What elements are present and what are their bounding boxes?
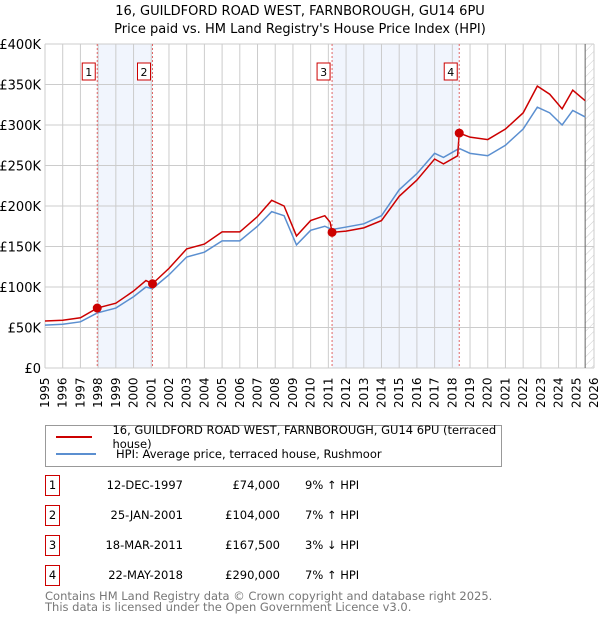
y-tick-label: £350K [0,79,41,94]
legend: 16, GUILDFORD ROAD WEST, FARNBOROUGH, GU… [45,423,502,467]
sale-price: £74,000 [232,478,280,492]
sale-number: 1 [45,475,60,496]
price-chart: 1 2 3 4 £0 £50K £100K £150K £200K £250K £300K £350K… [0,38,600,408]
sale-label-box [81,62,96,81]
x-tick-label: 2007 [251,377,265,408]
x-tick-label: 2002 [162,377,176,408]
x-tick-label: 2003 [180,377,194,408]
sale-price: £104,000 [225,508,280,522]
table-row: 3 18-MAR-2011 £167,500 3% ↓ HPI [45,535,495,556]
x-tick-label: 2009 [286,377,300,408]
x-tick-label: 2021 [498,377,512,408]
table-row: 4 22-MAY-2018 £290,000 7% ↑ HPI [45,565,495,586]
x-tick-label: 2011 [321,377,335,408]
legend-swatch-red [56,436,93,438]
x-tick-label: 2008 [268,377,282,408]
chart-subtitle: Price paid vs. HM Land Registry's House … [114,22,486,37]
y-tick-label: £50K [8,322,42,337]
x-tick-label: 2016 [410,377,424,408]
x-tick-label: 1995 [38,377,52,408]
y-tick-label: £100K [0,281,41,296]
table-row: 2 25-JAN-2001 £104,000 7% ↑ HPI [45,505,495,526]
x-tick-label: 1998 [91,377,105,408]
footer-copyright: Contains HM Land Registry data © Crown c… [45,589,493,603]
x-tick-label: 1999 [109,377,123,408]
y-tick-label: £250K [0,160,41,175]
legend-swatch-blue [56,453,96,455]
sale-point [92,303,102,313]
sale-label: 2 [140,66,147,79]
x-tick-label: 2023 [534,377,548,408]
x-tick-label: 2022 [516,377,530,408]
sale-label: 4 [447,66,454,79]
x-tick-label: 1997 [73,377,87,408]
hpi-diff: 9% ↑ HPI [305,478,360,492]
sale-price: £290,000 [225,568,280,582]
sale-label-box [443,62,458,81]
x-tick-label: 2015 [392,377,406,408]
x-tick-label: 2020 [481,377,495,408]
sale-date: 12-DEC-1997 [106,478,183,492]
hpi-diff: 3% ↓ HPI [305,538,360,552]
x-tick-label: 2026 [587,377,600,408]
sale-date: 18-MAR-2011 [105,538,183,552]
x-tick-label: 2001 [144,377,158,408]
y-tick-label: £400K [0,38,41,53]
y-tick-label: £200K [0,200,41,215]
sale-price: £167,500 [225,538,280,552]
x-tick-label: 1996 [56,377,70,408]
chart-title: 16, GUILDFORD ROAD WEST, FARNBOROUGH, GU… [115,4,485,19]
legend-label: HPI: Average price, terraced house, Rush… [116,447,382,461]
legend-label: 16, GUILDFORD ROAD WEST, FARNBOROUGH, GU… [112,423,497,451]
sale-label: 3 [320,66,327,79]
hpi-diff: 7% ↑ HPI [305,568,360,582]
sale-number: 2 [45,505,60,526]
x-tick-label: 2010 [304,377,318,408]
legend-item-property: 16, GUILDFORD ROAD WEST, FARNBOROUGH, GU… [56,423,501,451]
x-tick-label: 2005 [215,377,229,408]
x-tick-label: 2025 [569,377,583,408]
x-tick-label: 2024 [552,377,566,408]
sale-point [327,227,337,237]
sale-label: 1 [85,66,92,79]
y-tick-label: £0 [24,362,41,377]
x-tick-label: 2006 [233,377,247,408]
x-tick-label: 2012 [339,377,353,408]
sale-number: 4 [45,565,60,586]
sale-label-box [316,62,331,81]
sale-point [454,128,464,138]
x-tick-label: 2019 [463,377,477,408]
sale-number: 3 [45,535,60,556]
sale-label-box [136,62,151,81]
y-tick-label: £150K [0,241,41,256]
hpi-diff: 7% ↑ HPI [305,508,360,522]
y-tick-label: £300K [0,119,41,134]
sale-point [147,279,157,289]
sale-date: 22-MAY-2018 [108,568,183,582]
x-tick-label: 2000 [127,377,141,408]
x-tick-label: 2017 [428,377,442,408]
x-tick-label: 2013 [357,377,371,408]
legend-item-hpi: HPI: Average price, terraced house, Rush… [56,446,382,462]
x-tick-label: 2004 [197,377,211,408]
footer-licence: This data is licensed under the Open Gov… [45,600,412,614]
sale-date: 25-JAN-2001 [110,508,184,522]
x-tick-label: 2018 [445,377,459,408]
table-row: 1 12-DEC-1997 £74,000 9% ↑ HPI [45,475,495,496]
property-price-line [44,85,586,322]
x-tick-label: 2014 [374,377,388,408]
